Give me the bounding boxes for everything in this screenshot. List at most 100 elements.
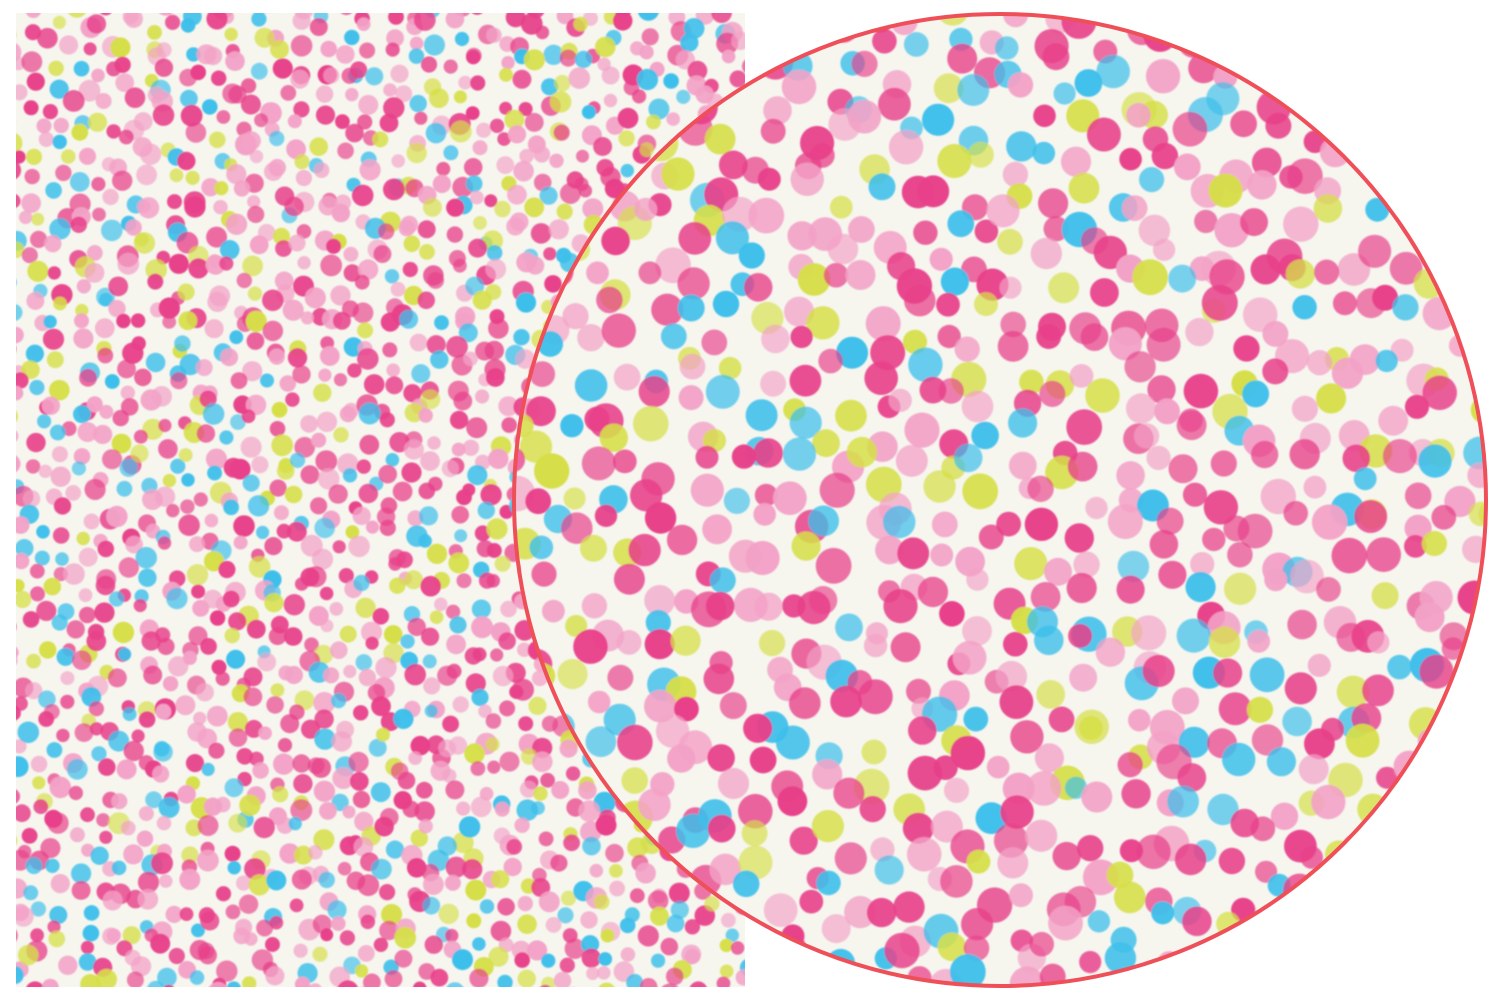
watercolor-dot xyxy=(311,548,334,570)
watercolor-dot xyxy=(111,793,128,810)
watercolor-dot xyxy=(257,652,277,672)
watercolor-dot xyxy=(449,120,472,143)
watercolor-dot xyxy=(668,882,690,904)
watercolor-dot xyxy=(578,991,612,1000)
watercolor-dot xyxy=(319,586,334,601)
watercolor-dot xyxy=(296,224,312,239)
watercolor-dot xyxy=(428,992,446,1000)
watercolor-dot xyxy=(719,964,734,979)
watercolor-dot xyxy=(251,13,267,27)
watercolor-dot xyxy=(0,892,12,910)
watercolor-dot xyxy=(230,372,248,389)
watercolor-dot xyxy=(111,433,132,454)
watercolor-dot xyxy=(224,27,238,41)
watercolor-dot xyxy=(953,443,983,473)
watercolor-dot xyxy=(1002,161,1029,188)
watercolor-dot xyxy=(1019,369,1044,395)
watercolor-dot xyxy=(1463,41,1486,67)
watercolor-dot xyxy=(418,534,432,548)
watercolor-dot xyxy=(759,14,791,19)
watercolor-dot xyxy=(782,437,817,471)
watercolor-dot xyxy=(388,13,404,25)
watercolor-dot xyxy=(285,392,300,407)
watercolor-dot xyxy=(466,913,482,929)
watercolor-dot xyxy=(1176,410,1207,441)
watercolor-dot xyxy=(236,272,252,289)
watercolor-dot xyxy=(1469,0,1500,13)
watercolor-dot xyxy=(136,164,158,186)
watercolor-dot xyxy=(677,267,710,300)
watercolor-dot xyxy=(407,989,422,1000)
watercolor-dot xyxy=(293,774,313,794)
watercolor-dot xyxy=(166,503,180,518)
watercolor-dot xyxy=(242,474,260,492)
watercolor-dot xyxy=(453,258,467,273)
watercolor-dot xyxy=(1336,622,1366,652)
watercolor-dot xyxy=(680,33,699,52)
watercolor-dot xyxy=(314,728,336,750)
watercolor-dot xyxy=(1206,82,1240,116)
watercolor-dot xyxy=(718,356,742,380)
watercolor-dot xyxy=(529,535,554,560)
watercolor-dot xyxy=(574,369,608,402)
watercolor-dot xyxy=(1251,147,1282,178)
watercolor-dot xyxy=(809,143,835,168)
watercolor-dot xyxy=(451,442,466,457)
watercolor-dot xyxy=(97,347,114,364)
watercolor-dot xyxy=(0,261,5,276)
watercolor-dot xyxy=(16,385,24,401)
watercolor-dot xyxy=(1437,758,1474,794)
watercolor-dot xyxy=(709,853,742,886)
watercolor-dot xyxy=(1446,153,1474,181)
watercolor-dot xyxy=(216,960,238,982)
watercolor-dot xyxy=(200,638,217,655)
watercolor-dot xyxy=(1301,37,1332,68)
watercolor-dot xyxy=(22,490,41,508)
watercolor-dot xyxy=(1461,904,1484,927)
watercolor-dot xyxy=(391,154,406,168)
watercolor-dot xyxy=(25,682,43,700)
watercolor-dot xyxy=(21,247,38,264)
watercolor-dot xyxy=(304,637,319,652)
watercolor-dot xyxy=(486,518,508,540)
watercolor-dot xyxy=(1378,405,1409,436)
watercolor-dot xyxy=(800,14,830,25)
watercolor-dot xyxy=(269,421,286,437)
watercolor-dot xyxy=(16,430,19,442)
watercolor-dot xyxy=(197,815,219,836)
watercolor-dot xyxy=(436,161,451,176)
watercolor-dot xyxy=(363,973,381,987)
watercolor-dot xyxy=(427,271,445,289)
watercolor-dot xyxy=(667,744,696,773)
watercolor-dot xyxy=(394,949,413,968)
watercolor-dot xyxy=(775,725,810,760)
watercolor-dot xyxy=(1316,383,1347,414)
watercolor-dot xyxy=(312,946,328,962)
watercolor-dot xyxy=(1104,942,1137,974)
watercolor-dot xyxy=(670,625,701,656)
watercolor-dot xyxy=(53,497,72,515)
watercolor-dot xyxy=(179,869,201,890)
watercolor-dot xyxy=(1136,834,1171,870)
watercolor-dot xyxy=(831,978,857,986)
watercolor-dot xyxy=(422,654,437,669)
watercolor-dot xyxy=(124,13,143,28)
watercolor-dot xyxy=(1064,523,1095,553)
watercolor-dot xyxy=(1297,951,1322,976)
watercolor-dot xyxy=(80,974,101,987)
watercolor-dot xyxy=(452,949,473,971)
watercolor-dot xyxy=(386,363,401,378)
watercolor-dot xyxy=(131,956,152,977)
watercolor-dot xyxy=(414,801,435,822)
watercolor-dot xyxy=(108,591,125,607)
watercolor-dot xyxy=(434,597,448,612)
watercolor-dot xyxy=(531,561,557,587)
watercolor-dot xyxy=(406,858,427,878)
watercolor-dot xyxy=(1121,195,1148,222)
watercolor-dot xyxy=(1249,657,1285,693)
watercolor-dot xyxy=(529,361,556,387)
watercolor-dot xyxy=(1119,147,1142,171)
watercolor-dot xyxy=(617,724,653,761)
watercolor-dot xyxy=(34,550,50,566)
watercolor-dot xyxy=(845,260,876,290)
